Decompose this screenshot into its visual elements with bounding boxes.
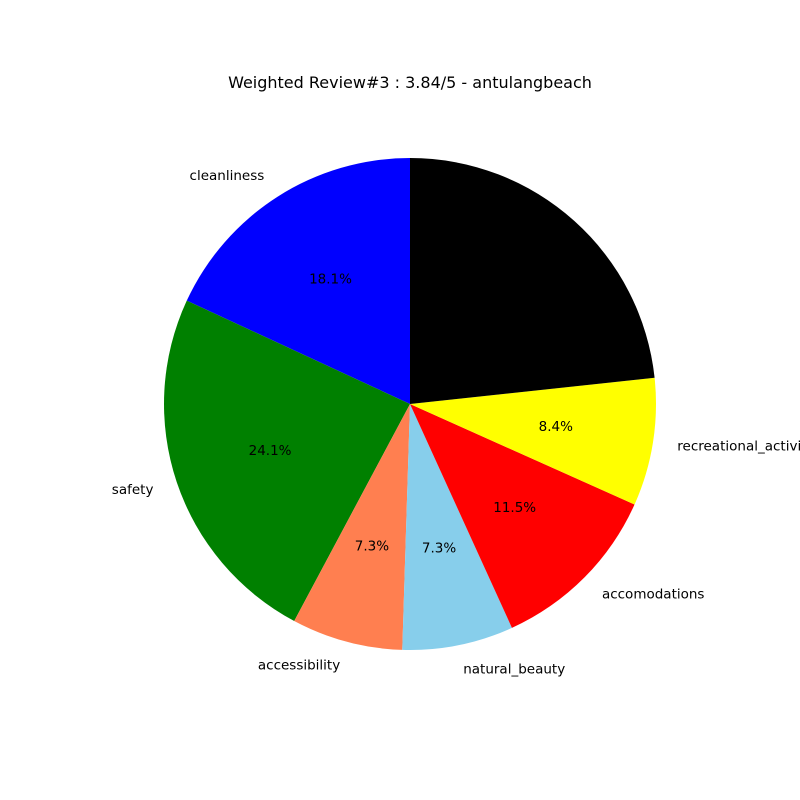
pie-slice-accessibility: [294, 404, 410, 650]
pie-slice-recreational_activities: [410, 377, 657, 505]
pie-labels: cleanliness 18.1% safety 24.1% accessibility…: [112, 168, 800, 677]
slice-percent-accessibility: 7.3%: [355, 539, 389, 555]
slice-label-recreational_activities: recreational_activities: [677, 438, 800, 454]
slice-label-natural_beauty: natural_beauty: [463, 661, 565, 677]
pie-slice-unlabeled-6: [410, 158, 655, 404]
slice-label-cleanliness: cleanliness: [190, 168, 265, 184]
slice-percent-recreational_activities: 8.4%: [539, 419, 573, 435]
slice-percent-accomodations: 11.5%: [493, 500, 536, 516]
slice-percent-natural_beauty: 7.3%: [422, 541, 456, 557]
slice-percent-safety: 24.1%: [249, 443, 292, 459]
pie-slice-natural_beauty: [402, 404, 512, 651]
pie-slice-accomodations: [410, 404, 635, 628]
slice-label-safety: safety: [112, 482, 154, 498]
pie-slice-cleanliness: [186, 158, 410, 404]
pie-slices: [164, 158, 657, 651]
slice-label-accomodations: accomodations: [602, 587, 705, 603]
chart-title: Weighted Review#3 : 3.84/5 - antulangbea…: [228, 73, 592, 92]
pie-slice-safety: [164, 300, 410, 622]
slice-label-accessibility: accessibility: [258, 657, 340, 673]
slice-percent-cleanliness: 18.1%: [309, 272, 352, 288]
